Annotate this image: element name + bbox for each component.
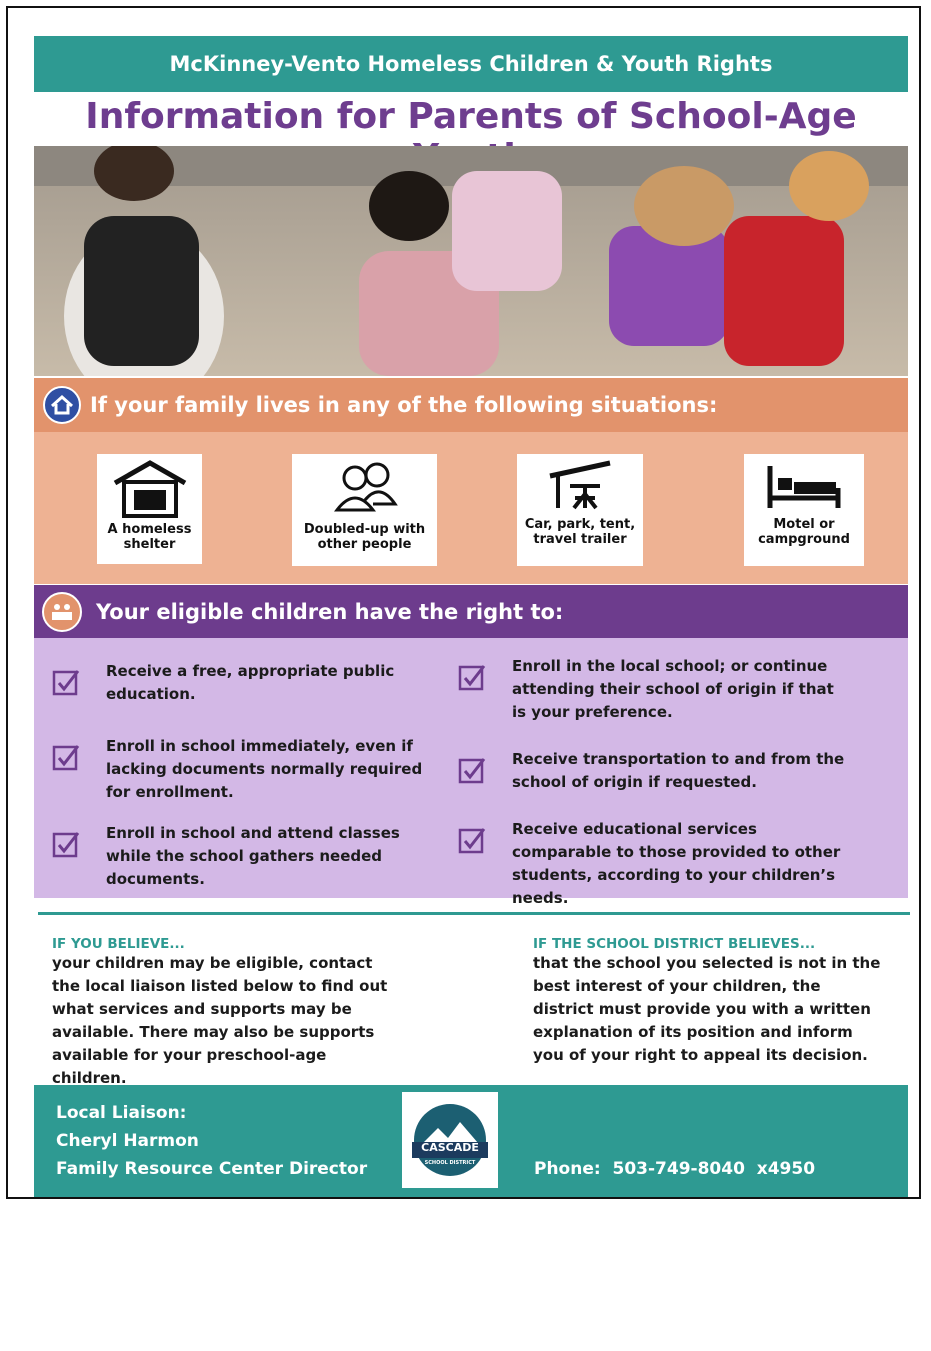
right-text: Enroll in school and attend classes whil… <box>106 822 446 891</box>
logo-name: CASCADE <box>421 1141 479 1154</box>
liaison-line: Local Liaison: <box>56 1099 367 1127</box>
photo <box>34 146 908 376</box>
liaison: Local Liaison: Cheryl Harmon Family Reso… <box>56 1099 367 1183</box>
page: McKinney-Vento Homeless Children & Youth… <box>0 0 931 1207</box>
tent-icon <box>540 458 620 513</box>
situation-label: A homeless shelter <box>101 522 198 552</box>
rights-bar: Your eligible children have the right to… <box>34 585 908 639</box>
right-text: Receive transportation to and from the s… <box>512 748 852 794</box>
contact-bar: Local Liaison: Cheryl Harmon Family Reso… <box>34 1085 908 1197</box>
liaison-line: Family Resource Center Director <box>56 1155 367 1183</box>
situation-card: Car, park, tent, travel trailer <box>517 454 643 566</box>
info-text: your children may be eligible, contact t… <box>52 952 402 1090</box>
contact-details: Phone: 503-749-8040 x4950 Cell/Text : 97… <box>534 1099 877 1351</box>
info-block: IF THE SCHOOL DISTRICT BELIEVES...that t… <box>533 936 883 1067</box>
logo-sub: SCHOOL DISTRICT <box>425 1160 476 1166</box>
right-text: Enroll in the local school; or continue … <box>512 655 852 724</box>
situation-label: Doubled-up with other people <box>296 522 433 552</box>
home-icon <box>42 385 82 425</box>
right-text: Receive a free, appropriate public educa… <box>106 660 446 706</box>
situation-card: A homeless shelter <box>97 454 202 564</box>
logo-box: CASCADE SCHOOL DISTRICT <box>402 1092 498 1188</box>
check-icon <box>458 826 486 854</box>
check-icon <box>52 743 80 771</box>
liaison-line: Cheryl Harmon <box>56 1127 367 1155</box>
contact-line: Phone: 503-749-8040 x4950 <box>534 1155 877 1183</box>
check-icon <box>458 663 486 691</box>
contact-line: Email: charmon@cascade.k12.or.us <box>534 1323 877 1351</box>
check-icon <box>52 668 80 696</box>
situations-bar: If your family lives in any of the follo… <box>34 378 908 432</box>
situation-card: Doubled-up with other people <box>292 454 437 566</box>
situation-card: Motel or campground <box>744 454 864 566</box>
right-item: Receive transportation to and from the s… <box>458 748 852 794</box>
situation-label: Motel or campground <box>748 517 860 547</box>
bed-icon <box>764 458 844 513</box>
right-item: Enroll in the local school; or continue … <box>458 655 852 724</box>
info-text: that the school you selected is not in t… <box>533 952 883 1067</box>
situation-label: Car, park, tent, travel trailer <box>521 517 639 547</box>
shelter-icon <box>110 458 190 518</box>
right-item: Receive a free, appropriate public educa… <box>52 660 446 706</box>
right-item: Receive educational services comparable … <box>458 818 852 910</box>
people-icon <box>325 458 405 518</box>
logo: CASCADE SCHOOL DISTRICT <box>402 1092 498 1188</box>
banner: McKinney-Vento Homeless Children & Youth… <box>34 36 908 92</box>
right-item: Enroll in school immediately, even if la… <box>52 735 446 804</box>
divider <box>38 912 910 915</box>
right-text: Enroll in school immediately, even if la… <box>106 735 446 804</box>
check-icon <box>458 756 486 784</box>
right-text: Receive educational services comparable … <box>512 818 852 910</box>
info-heading: IF THE SCHOOL DISTRICT BELIEVES... <box>533 936 883 952</box>
right-item: Enroll in school and attend classes whil… <box>52 822 446 891</box>
contact-line: Cell/Text : 971-707-1158 <box>534 1239 877 1267</box>
info-block: IF YOU BELIEVE...your children may be el… <box>52 936 402 1090</box>
class-icon <box>40 590 84 634</box>
situations-heading: If your family lives in any of the follo… <box>90 393 717 417</box>
check-icon <box>52 830 80 858</box>
info-heading: IF YOU BELIEVE... <box>52 936 402 952</box>
rights-heading: Your eligible children have the right to… <box>96 600 563 624</box>
